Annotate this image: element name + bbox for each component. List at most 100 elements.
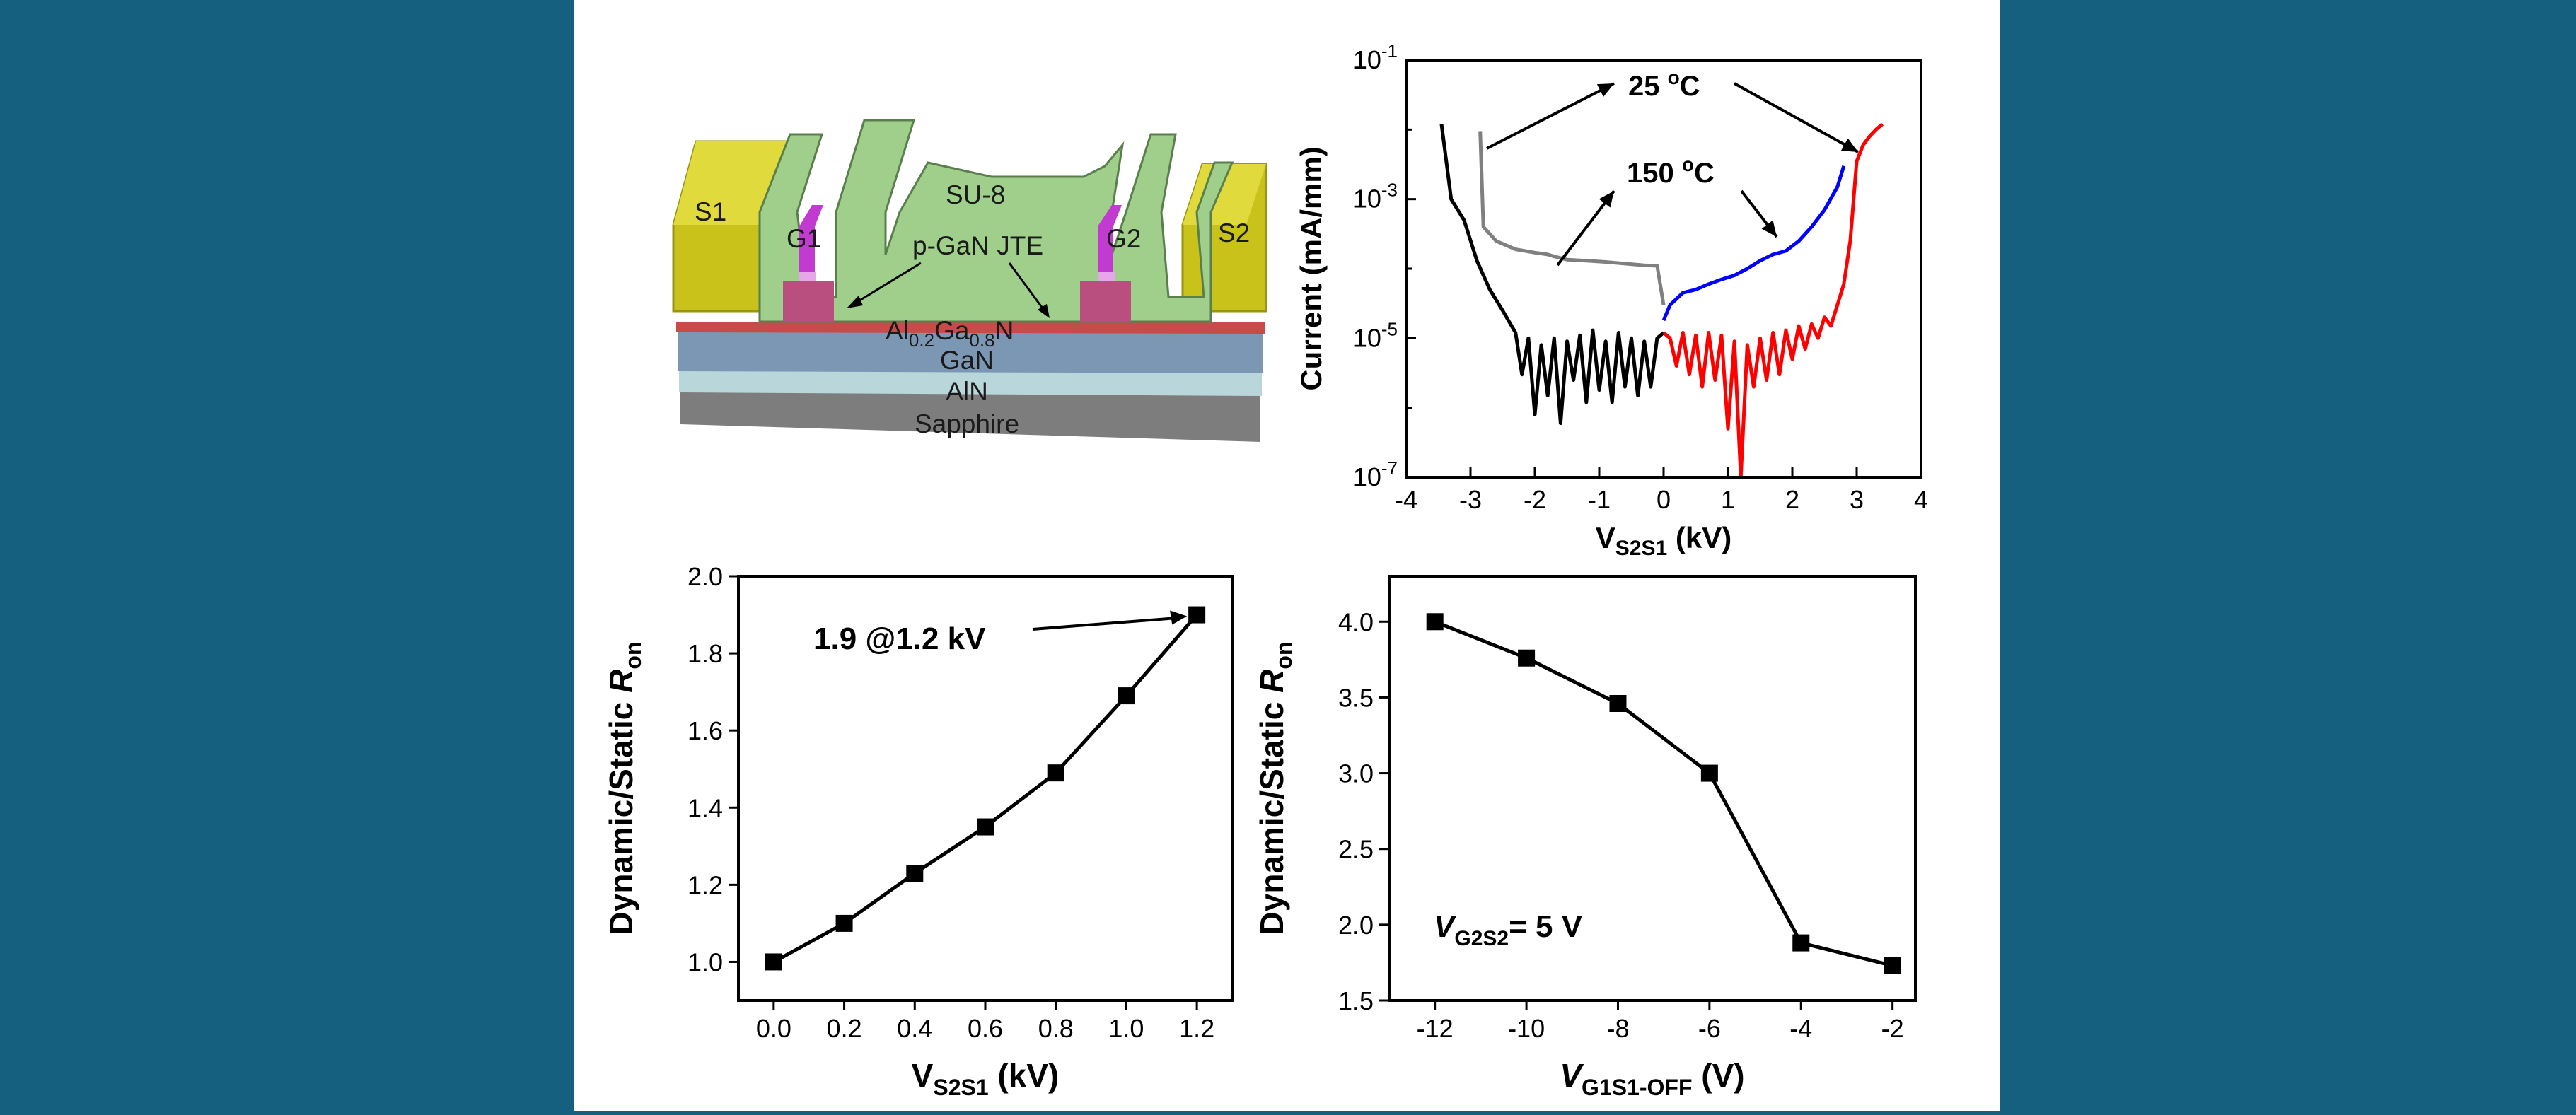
iv-arrow-150c-right-head xyxy=(1761,220,1777,237)
dyn-vg-y-axis-label: Dynamic/Static Ron xyxy=(1253,642,1296,935)
dyn-vs-x-tick-label: 1.0 xyxy=(1108,1014,1144,1043)
device-schematic: S1 S2 G1 G2 SU-8 p-GaN JTE Al0.2Ga0.8N G… xyxy=(672,119,1267,442)
iv-series-3 xyxy=(1662,122,1884,479)
jte-arrow-right xyxy=(1008,262,1046,312)
chart-dynamic-ron-vs-vg1s1: -12 -10 -8 -6 -4 -2 1.5 2.0 2.5 3.0 3.5 4.0 VG1S1-OF… xyxy=(1253,575,1917,1100)
g2-gate xyxy=(1098,205,1122,281)
iv-x-tick-label: -1 xyxy=(1588,485,1611,514)
label-algan: Al0.2Ga0.8N xyxy=(886,316,1014,351)
dyn-vg-x-tick-label: -2 xyxy=(1881,1014,1904,1043)
dyn-vs-point xyxy=(977,818,994,836)
dyn-vs-x-tick-label: 0.2 xyxy=(827,1014,862,1043)
iv-x-tick-label: 2 xyxy=(1785,485,1799,514)
label-gan: GaN xyxy=(940,346,994,375)
dyn-vs-x-tick-label: 0.4 xyxy=(897,1014,932,1043)
dyn-vs-y-tick-label: 1.2 xyxy=(687,870,723,899)
dyn-vs-point xyxy=(1188,606,1206,624)
iv-x-tick-label: 0 xyxy=(1657,485,1671,514)
s1-top xyxy=(673,141,787,225)
dyn-vs-y-tick-label: 1.0 xyxy=(687,947,723,976)
dyn-vg-x-tick-label: -6 xyxy=(1698,1014,1721,1043)
dyn-vg-x-tick-label: -10 xyxy=(1508,1014,1545,1043)
dyn-vg-x-tick-label: -12 xyxy=(1417,1014,1454,1043)
dyn-vg-point xyxy=(1426,613,1444,631)
dyn-vg-y-tick-label: 3.0 xyxy=(1338,759,1374,788)
algan-layer xyxy=(676,322,1265,334)
iv-arrow-25c-right xyxy=(1734,82,1859,153)
figure-panel: S1 S2 G1 G2 SU-8 p-GaN JTE Al0.2Ga0.8N G… xyxy=(574,0,2000,1111)
iv-x-tick-label: -3 xyxy=(1459,485,1482,514)
dyn-vs-x-tick-label: 1.2 xyxy=(1179,1014,1214,1043)
dyn-vs-y-tick-label: 1.6 xyxy=(687,716,723,745)
dyn-vg-y-tick-label: 3.5 xyxy=(1338,683,1374,712)
iv-arrow-150c-left-head xyxy=(1599,191,1614,208)
jte-arrowhead-left xyxy=(847,296,863,308)
jte-arrow-left xyxy=(853,262,922,305)
dyn-vs-y-axis-label: Dynamic/Static Ron xyxy=(603,642,646,935)
dyn-vs-point xyxy=(1047,764,1064,782)
dyn-vg-point xyxy=(1609,695,1627,712)
dyn-vg-x-axis-label: VG1S1-OFF (V) xyxy=(1560,1057,1744,1100)
chart-dynamic-ron-vs-vs2s1: 0.0 0.2 0.4 0.6 0.8 1.0 1.2 1.0 1.2 1.4 1.6 1.8 2.0 V… xyxy=(603,562,1234,1100)
iv-x-axis-label: VS2S1 (kV) xyxy=(1596,521,1731,560)
dyn-vs-series-line xyxy=(772,613,1198,964)
label-sapphire: Sapphire xyxy=(915,409,1019,438)
dyn-vg-y-tick-label: 4.0 xyxy=(1338,607,1374,636)
iv-y-tick-label: 10-5 xyxy=(1353,318,1398,352)
pgan-pad-right xyxy=(1080,281,1131,322)
dyn-vs-point xyxy=(765,953,782,971)
label-s1: S1 xyxy=(695,197,726,226)
dyn-vs-annotation-arrow xyxy=(1032,616,1182,631)
iv-x-tick-label: 1 xyxy=(1721,485,1735,514)
dyn-vs-annotation: 1.9 @1.2 kV xyxy=(813,621,986,656)
jte-arrowhead-right xyxy=(1038,304,1050,318)
chart-iv: -4 -3 -2 -1 0 1 2 3 4 10-1 10-3 10-5 10-7 VS2S1 (kV) C… xyxy=(1294,40,1928,560)
iv-y-axis-label: Current (mA/mm) xyxy=(1294,146,1328,390)
iv-y-tick-label: 10-3 xyxy=(1353,180,1398,214)
dyn-vs-point xyxy=(1118,687,1135,705)
dyn-vs-x-tick-label: 0.6 xyxy=(968,1014,1003,1043)
iv-x-tick-label: 3 xyxy=(1850,485,1864,514)
iv-axes-frame xyxy=(1405,59,1922,479)
iv-x-tick-label: -4 xyxy=(1395,485,1417,514)
dyn-vg-point xyxy=(1792,934,1810,952)
dyn-vs-y-tick-label: 1.8 xyxy=(687,639,723,668)
iv-y-tick-label: 10-7 xyxy=(1353,457,1398,491)
label-pgan-jte: p-GaN JTE xyxy=(912,231,1043,260)
iv-arrow-25c-left-head xyxy=(1596,83,1614,97)
dyn-vs-y-tick-label: 2.0 xyxy=(687,562,723,591)
g2-contact xyxy=(1098,272,1115,281)
iv-y-tick-label: 10-1 xyxy=(1353,40,1398,74)
g1-gate xyxy=(799,205,823,281)
iv-arrow-25c-left xyxy=(1486,82,1615,150)
dyn-vg-x-tick-label: -4 xyxy=(1789,1014,1812,1043)
iv-annotation-150c: 150 oC xyxy=(1627,153,1715,189)
dyn-vs-x-axis-label: VS2S1 (kV) xyxy=(912,1057,1060,1100)
iv-arrow-25c-right-head xyxy=(1840,138,1858,152)
dyn-vg-y-tick-label: 1.5 xyxy=(1338,986,1374,1015)
pgan-pad-left xyxy=(783,281,834,322)
dyn-vg-annotation: VG2S2= 5 V xyxy=(1434,909,1583,950)
dyn-vg-y-tick-label: 2.5 xyxy=(1338,835,1374,864)
sapphire-layer xyxy=(680,392,1260,442)
iv-arrow-150c-left xyxy=(1556,189,1615,267)
iv-x-tick-label: -2 xyxy=(1524,485,1546,514)
dyn-vg-point xyxy=(1700,764,1718,782)
dyn-vg-x-tick-label: -8 xyxy=(1606,1014,1629,1043)
dyn-vs-point xyxy=(835,914,853,932)
iv-x-tick-label: 4 xyxy=(1914,485,1928,514)
dyn-vg-series-line xyxy=(1434,619,1893,968)
dyn-vs-annotation-arrowhead xyxy=(1170,610,1188,625)
label-su8: SU-8 xyxy=(946,180,1005,209)
dyn-vg-y-tick-label: 2.0 xyxy=(1338,911,1374,940)
dyn-vg-point xyxy=(1884,957,1901,974)
iv-series-1 xyxy=(1439,124,1665,425)
dyn-vs-x-tick-label: 0.8 xyxy=(1038,1014,1074,1043)
dyn-vg-axes-frame xyxy=(1388,575,1917,1002)
dyn-vs-x-tick-label: 0.0 xyxy=(756,1014,791,1043)
dyn-vs-y-tick-label: 1.4 xyxy=(687,793,723,822)
dyn-vs-point xyxy=(906,865,924,882)
figure-svg: S1 S2 G1 G2 SU-8 p-GaN JTE Al0.2Ga0.8N G… xyxy=(603,40,1928,1100)
iv-annotation-25c: 25 oC xyxy=(1628,66,1700,102)
